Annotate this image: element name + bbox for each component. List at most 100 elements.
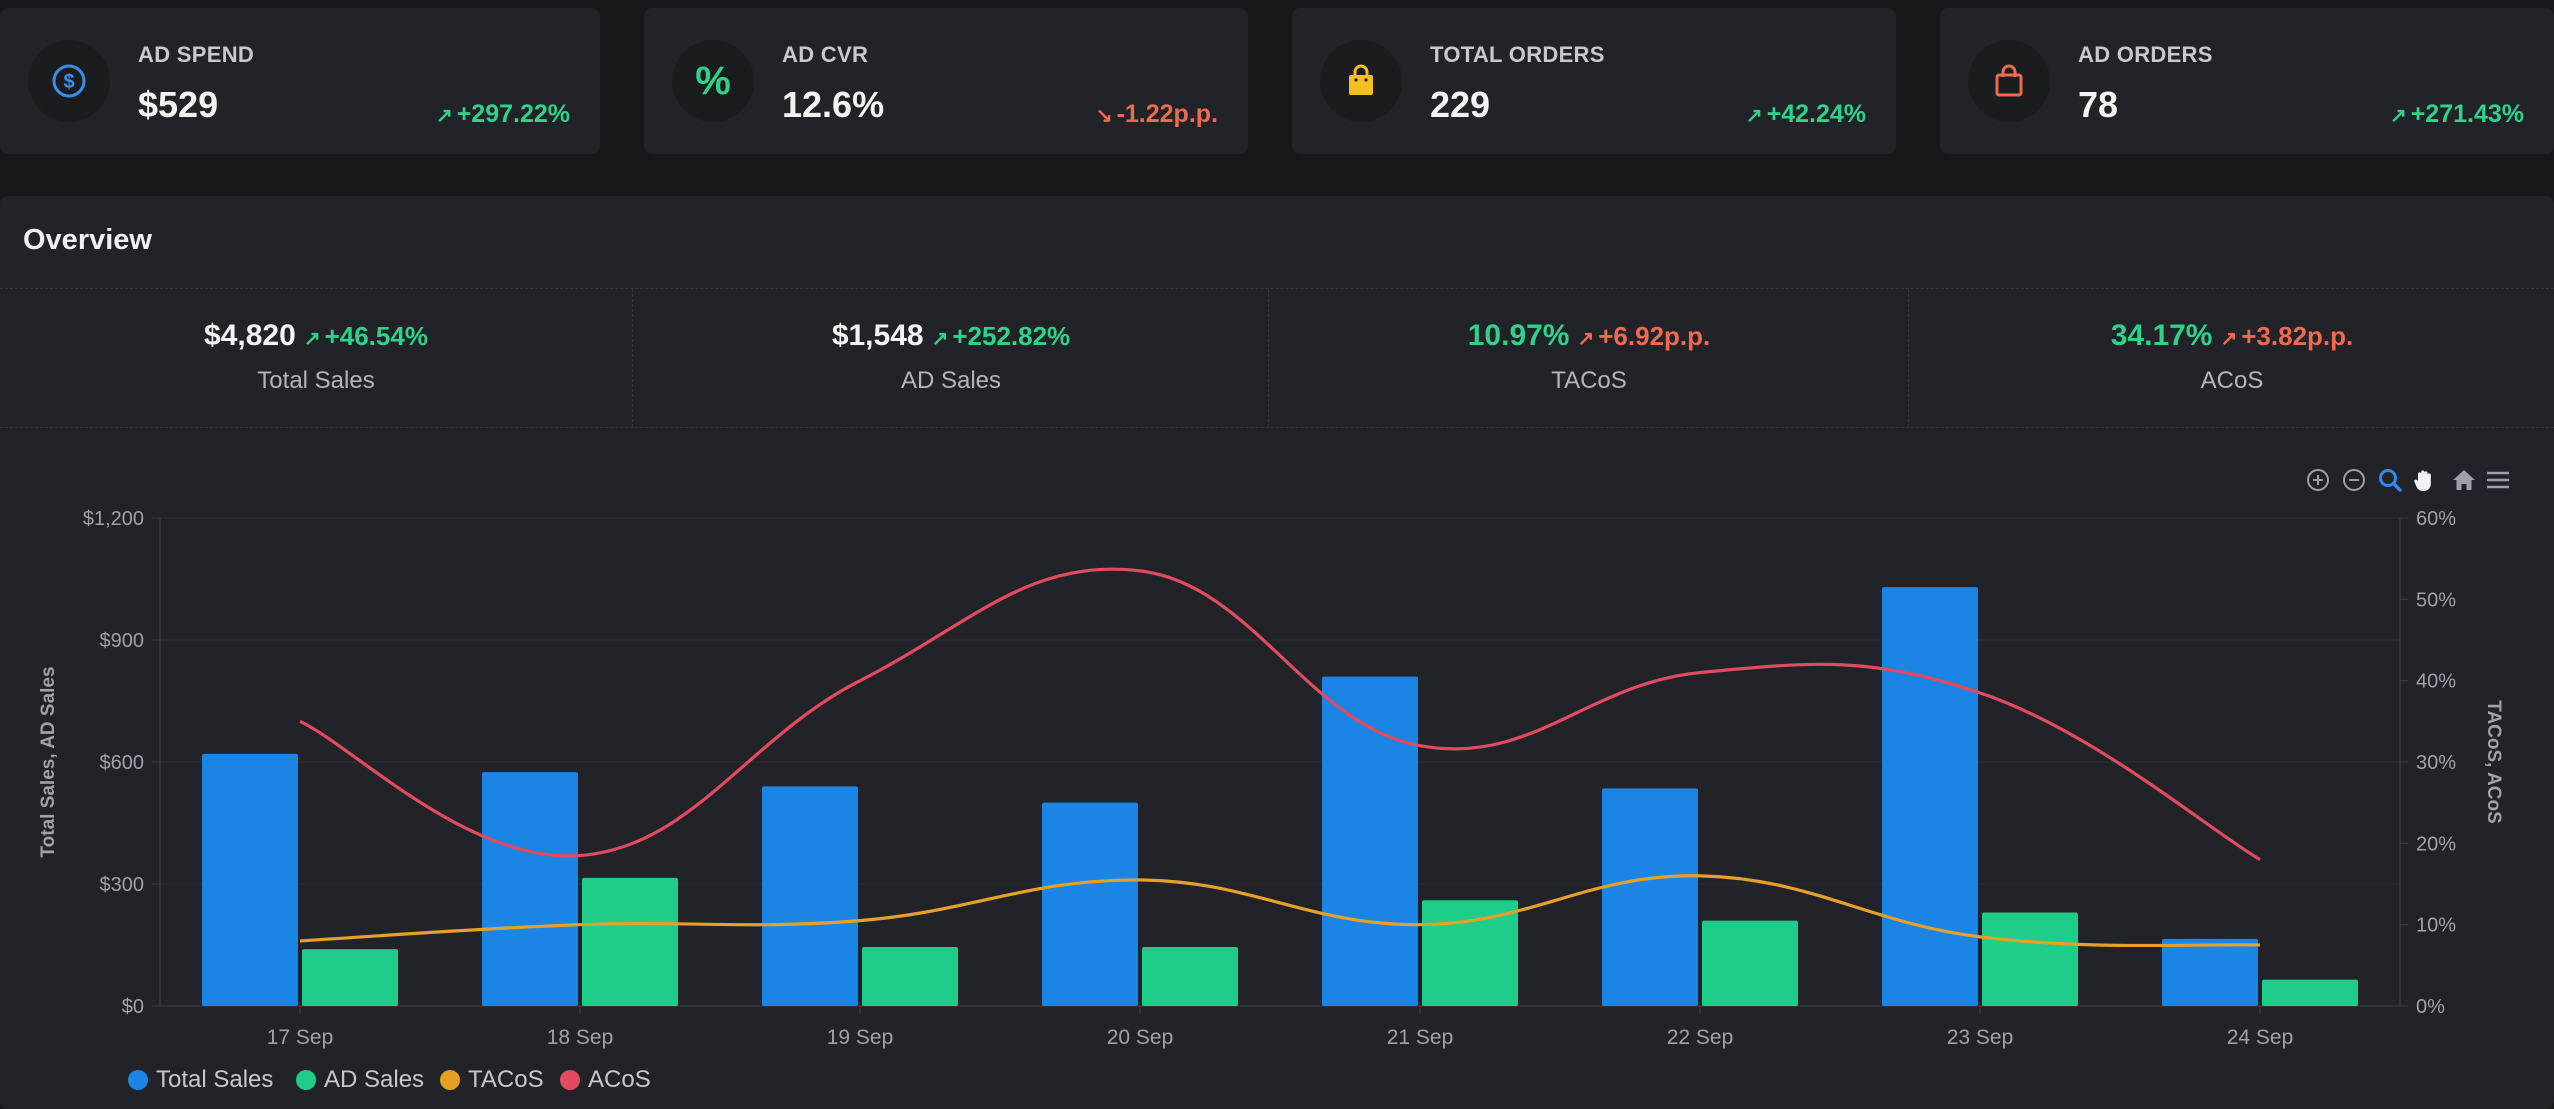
legend-label: TACoS <box>468 1066 544 1093</box>
y2-tick-label: 50% <box>2416 589 2456 611</box>
bar-ad-sales <box>302 949 398 1006</box>
bar-total-sales <box>1602 788 1698 1006</box>
percent-icon: % <box>672 40 754 122</box>
kpi-card-ad-spend: $ AD SPEND $529 ↗ +297.22% <box>0 8 600 154</box>
arrow-up-right-icon: ↗ <box>931 328 949 350</box>
arrow-up-right-icon: ↗ <box>435 105 453 127</box>
legend-item-total-sales[interactable]: Total Sales <box>128 1066 273 1094</box>
metric-tacos: 10.97% ↗ +6.92p.p. TACoS <box>1268 289 1909 427</box>
zoom-in-icon[interactable] <box>2304 466 2332 494</box>
legend-label: ACoS <box>588 1066 651 1093</box>
kpi-value: 12.6% <box>782 84 885 125</box>
y-tick-label: $1,200 <box>83 508 144 530</box>
y2-tick-label: 20% <box>2416 833 2456 855</box>
arrow-up-right-icon: ↗ <box>303 328 321 350</box>
kpi-label: AD ORDERS <box>2078 42 2213 67</box>
legend-marker <box>296 1070 316 1090</box>
arrow-down-right-icon: ↘ <box>1095 105 1113 127</box>
bar-total-sales <box>762 786 858 1006</box>
y-axis-title: Total Sales, AD Sales <box>38 666 59 857</box>
y2-tick-label: 40% <box>2416 671 2456 693</box>
bar-ad-sales <box>582 877 678 1006</box>
legend-marker <box>128 1070 148 1090</box>
kpi-change: ↗ +271.43% <box>2389 100 2524 128</box>
menu-icon[interactable] <box>2484 466 2512 494</box>
bar-total-sales <box>482 772 578 1006</box>
arrow-up-right-icon: ↗ <box>2220 328 2238 350</box>
legend-item-acos[interactable]: ACoS <box>560 1066 651 1094</box>
metric-total-sales: $4,820 ↗ +46.54% Total Sales <box>0 289 632 427</box>
chart-toolbar <box>2304 466 2540 496</box>
x-tick-label: 23 Sep <box>1947 1026 2014 1049</box>
metric-label: Total Sales <box>257 367 375 394</box>
y-tick-label: $300 <box>100 874 145 896</box>
arrow-up-right-icon: ↗ <box>1745 105 1763 127</box>
metric-change: ↗ +3.82p.p. <box>2220 321 2354 351</box>
kpi-label: TOTAL ORDERS <box>1430 42 1605 67</box>
kpi-change: ↗ +42.24% <box>1745 100 1866 128</box>
svg-text:$: $ <box>63 71 74 93</box>
metric-strip: $4,820 ↗ +46.54% Total Sales $1,548 ↗ +252.8… <box>0 288 2554 428</box>
dollar-circle-icon: $ <box>28 40 110 122</box>
bar-ad-sales <box>2262 979 2358 1006</box>
bar-total-sales <box>1042 802 1138 1006</box>
legend-item-tacos[interactable]: TACoS <box>440 1066 544 1094</box>
kpi-label: AD CVR <box>782 42 869 67</box>
zoom-out-icon[interactable] <box>2340 466 2368 494</box>
pan-hand-icon[interactable] <box>2410 466 2438 494</box>
metric-change: ↗ +252.82% <box>931 321 1071 351</box>
kpi-row: $ AD SPEND $529 ↗ +297.22% % AD CVR 12.6%… <box>0 8 2554 154</box>
legend-marker <box>440 1070 460 1090</box>
legend-marker <box>560 1070 580 1090</box>
legend-label: AD Sales <box>324 1066 425 1093</box>
bar-total-sales <box>202 753 298 1006</box>
bar-total-sales <box>2162 938 2258 1006</box>
kpi-label: AD SPEND <box>138 42 255 67</box>
combo-chart: $0 $300 $600 $900 $1,200 0% 10% 20% 30% 40% 50% 60%… <box>38 508 2504 1049</box>
kpi-value: 78 <box>2078 84 2119 125</box>
kpi-change: ↗ +297.22% <box>435 100 570 128</box>
metric-change: ↗ +6.92p.p. <box>1577 321 1711 351</box>
bar-ad-sales <box>862 947 958 1006</box>
bar-total-sales <box>1882 587 1978 1006</box>
home-icon[interactable] <box>2450 466 2478 494</box>
x-tick-label: 20 Sep <box>1107 1026 1174 1049</box>
x-tick-label: 22 Sep <box>1667 1026 1734 1049</box>
x-tick-label: 24 Sep <box>2227 1026 2294 1049</box>
kpi-value: 229 <box>1430 84 1491 125</box>
bar-ad-sales <box>1142 947 1238 1006</box>
magnifier-icon[interactable] <box>2376 466 2404 494</box>
x-tick-label: 21 Sep <box>1387 1026 1454 1049</box>
y2-tick-label: 30% <box>2416 752 2456 774</box>
kpi-card-total-orders: TOTAL ORDERS 229 ↗ +42.24% <box>1292 8 1896 154</box>
metric-change: ↗ +46.54% <box>303 321 428 351</box>
shopping-bag-icon <box>1320 40 1402 122</box>
arrow-up-right-icon: ↗ <box>1577 328 1595 350</box>
y-tick-label: $900 <box>100 630 145 652</box>
metric-value: 10.97% <box>1467 319 1570 352</box>
shopping-bag-outline-icon <box>1968 40 2050 122</box>
metric-label: AD Sales <box>900 367 1002 394</box>
y2-axis-title: TACoS, ACoS <box>2483 700 2504 824</box>
bar-ad-sales <box>1982 912 2078 1006</box>
metric-ad-sales: $1,548 ↗ +252.82% AD Sales <box>632 289 1269 427</box>
bar-ad-sales <box>1422 900 1518 1006</box>
kpi-value: $529 <box>138 84 219 125</box>
y2-tick-label: 60% <box>2416 508 2456 530</box>
kpi-card-ad-orders: AD ORDERS 78 ↗ +271.43% <box>1940 8 2554 154</box>
line-acos <box>299 567 2261 861</box>
x-tick-label: 17 Sep <box>267 1026 334 1049</box>
line-tacos <box>299 874 2261 948</box>
bar-ad-sales <box>1702 920 1798 1006</box>
y-tick-label: $600 <box>100 752 145 774</box>
metric-value: $4,820 <box>204 319 296 352</box>
overview-title: Overview <box>23 224 152 256</box>
metric-value: 34.17% <box>2110 319 2213 352</box>
x-tick-label: 18 Sep <box>547 1026 614 1049</box>
kpi-card-ad-cvr: % AD CVR 12.6% ↘ -1.22p.p. <box>644 8 1248 154</box>
metric-acos: 34.17% ↗ +3.82p.p. ACoS <box>1908 289 2554 427</box>
legend-item-ad-sales[interactable]: AD Sales <box>296 1066 424 1094</box>
metric-label: TACoS <box>1551 367 1627 394</box>
kpi-change: ↘ -1.22p.p. <box>1095 100 1218 128</box>
arrow-up-right-icon: ↗ <box>2389 105 2407 127</box>
